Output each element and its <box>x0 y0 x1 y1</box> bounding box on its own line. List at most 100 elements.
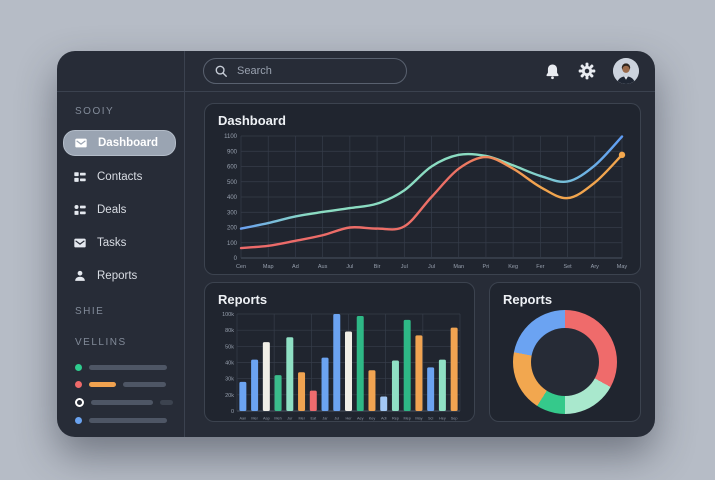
x-axis-label: Her <box>345 417 352 421</box>
reports-donut-chart-card: Reports <box>489 282 641 422</box>
bar <box>450 327 458 411</box>
x-axis-label: Map <box>263 264 274 270</box>
bar <box>415 335 423 411</box>
bar <box>298 372 306 411</box>
dashboard-line-chart-card: Dashboard 1100 900 600 500 400 300 200 100 0 Cen M… <box>204 103 641 275</box>
x-axis-label: Jul <box>346 264 353 270</box>
legend-row <box>75 398 184 407</box>
sidebar-nav: Dashboard Contacts <box>57 130 184 288</box>
y-axis-label: 0 <box>234 256 238 262</box>
sidebar-item-contacts[interactable]: Contacts <box>63 165 176 189</box>
list-icon <box>74 172 86 182</box>
search-icon <box>215 65 227 77</box>
sidebar-item-label: Dashboard <box>98 137 159 149</box>
x-axis-label: Keg <box>508 264 518 270</box>
card-title: Dashboard <box>218 113 286 128</box>
x-axis-label: Jul <box>401 264 408 270</box>
legend-row <box>75 381 184 388</box>
sidebar-top-spacer <box>57 51 185 92</box>
x-axis-label: Fer <box>536 264 544 270</box>
sidebar-item-label: Tasks <box>97 237 127 249</box>
y-axis-label: 100k <box>222 312 234 318</box>
topbar <box>185 51 655 92</box>
bar <box>427 367 435 411</box>
sidebar-section-label: SHIE <box>75 306 105 317</box>
y-axis-label: 200 <box>227 226 238 232</box>
y-axis-label: 300 <box>227 210 238 216</box>
x-axis-label: Cen <box>236 264 246 270</box>
bar <box>403 319 411 411</box>
sidebar-item-tasks[interactable]: Tasks <box>63 231 176 255</box>
sidebar-item-label: Deals <box>97 204 127 216</box>
x-axis-label: Jul <box>428 264 435 270</box>
sidebar-item-reports[interactable]: Reports <box>63 264 176 288</box>
y-axis-label: 900 <box>227 149 238 155</box>
person-icon <box>75 270 85 281</box>
x-axis-label: May <box>617 264 628 270</box>
y-axis-label: 100 <box>227 241 238 247</box>
search-input[interactable] <box>235 64 359 78</box>
donut-chart <box>513 310 617 414</box>
x-axis-label: Mer <box>251 417 258 421</box>
sidebar-item-deals[interactable]: Deals <box>63 198 176 222</box>
reports-bar-chart-card: Reports 100k 80k 50k 40k 30k 20k 0 Aan Mer Aap Meh… <box>204 282 475 422</box>
x-axis-label: Meh <box>274 417 281 421</box>
topbar-actions <box>543 58 639 84</box>
sidebar-item-label: Reports <box>97 270 138 282</box>
bar <box>438 359 446 411</box>
x-axis-label: Jul <box>334 417 339 421</box>
lower-row: Reports 100k 80k 50k 40k 30k 20k 0 Aan Mer Aap Meh… <box>204 282 641 422</box>
x-axis-label: Rep <box>392 417 399 421</box>
bar <box>286 337 294 411</box>
x-axis-label: Key <box>369 417 376 421</box>
line-series-teal-blue <box>239 135 624 230</box>
legend-bar <box>89 418 167 423</box>
y-axis-label: 30k <box>225 377 234 383</box>
x-axis-label: Aus <box>318 264 328 270</box>
sidebar-item-dashboard[interactable]: Dashboard <box>63 130 176 156</box>
x-axis-label: Ary <box>591 264 600 270</box>
bar <box>380 396 388 411</box>
x-axis-label: Eat <box>310 417 317 421</box>
x-axis-label: Jar <box>322 417 328 421</box>
x-axis-label: Hey <box>439 417 446 421</box>
legend-row <box>75 364 184 371</box>
sidebar-legend <box>75 364 184 424</box>
legend-bar <box>123 382 166 387</box>
avatar[interactable] <box>613 58 639 84</box>
line-chart: 1100 900 600 500 400 300 200 100 0 Cen Map Ad Aus Jul… <box>224 134 628 270</box>
legend-dot <box>75 417 82 424</box>
legend-ring-dot <box>75 398 84 407</box>
y-axis-label: 50k <box>225 344 234 350</box>
bell-icon[interactable] <box>543 62 561 80</box>
x-axis-label: Sep <box>451 417 458 421</box>
y-axis-label: 600 <box>227 165 238 171</box>
app-window: SOOIY Dashboard Contacts <box>57 51 655 437</box>
bar <box>368 370 376 411</box>
bar <box>345 331 352 411</box>
main-content: Dashboard 1100 900 600 500 400 300 200 100 0 Cen M… <box>185 92 655 437</box>
x-axis-label: Bir <box>374 264 381 270</box>
x-axis-label: Ad <box>292 264 299 270</box>
sidebar-section-label: VELLINS <box>75 337 127 348</box>
legend-dot <box>75 364 82 371</box>
legend-dot <box>75 381 82 388</box>
donut-wrap <box>500 310 630 414</box>
bar <box>356 315 364 411</box>
mail-icon <box>75 138 87 148</box>
y-axis-label: 1100 <box>224 134 238 140</box>
bar-chart: 100k 80k 50k 40k 30k 20k 0 Aan Mer Aap Meh Jur Mei Ea… <box>222 312 461 421</box>
x-axis-label: May <box>415 417 422 421</box>
x-axis-label: Mei <box>298 417 304 421</box>
legend-bar <box>89 382 116 387</box>
series-end-dot <box>618 151 626 159</box>
card-title: Reports <box>218 292 268 307</box>
x-axis-label: Adi <box>381 417 387 421</box>
search-box[interactable] <box>203 58 407 84</box>
gear-icon[interactable] <box>578 62 596 80</box>
x-axis-label: Man <box>453 264 464 270</box>
x-axis-label: Set <box>563 264 572 270</box>
bar <box>262 342 270 411</box>
bar <box>274 375 282 411</box>
y-axis-label: 0 <box>231 409 234 415</box>
